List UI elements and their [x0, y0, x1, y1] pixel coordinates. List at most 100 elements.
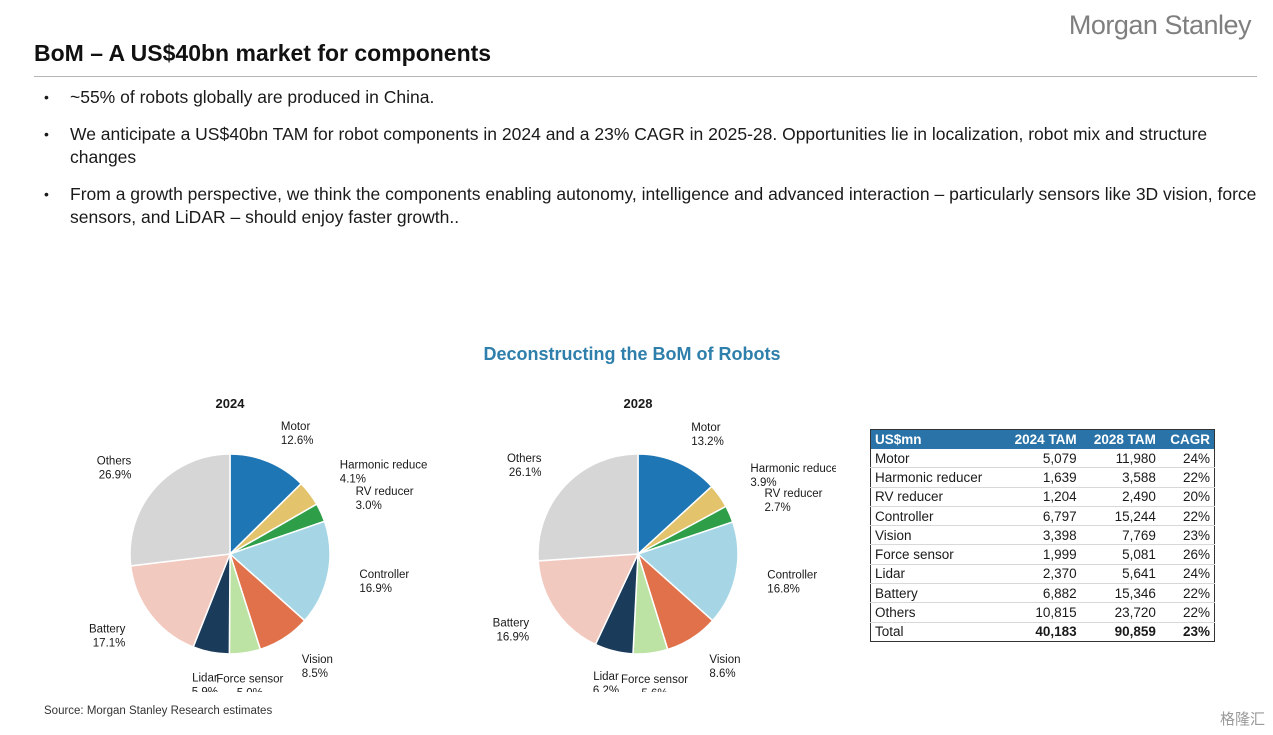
bullet-dot: •: [44, 126, 49, 142]
table-cell: 3,398: [1001, 525, 1081, 546]
pie-label-motor: Motor: [691, 422, 721, 434]
table-cell: Battery: [870, 583, 1002, 604]
pie-label-vision: Vision: [709, 654, 740, 666]
pie-value-force-sensor: 5.6%: [641, 688, 667, 692]
pie-slice-motor: [229, 453, 303, 556]
bullet-item: • ~55% of robots globally are produced in…: [38, 86, 1266, 109]
pie-slice-motor: [637, 453, 713, 556]
source-note: Source: Morgan Stanley Research estimate…: [44, 705, 273, 717]
table-row: Lidar 2,370 5,641 24%: [870, 564, 1215, 585]
table-row: Force sensor 1,999 5,081 26%: [870, 544, 1215, 565]
pie-value-lidar: 5.9%: [192, 687, 218, 692]
table-cell: 40,183: [1001, 621, 1081, 642]
bullet-list: • ~55% of robots globally are produced in…: [38, 86, 1266, 243]
pie-chart-2028: 2028 Motor 13.2% Harmonic reducer 3.9%RV red…: [493, 396, 836, 692]
pie-value-battery: 16.9%: [496, 632, 529, 644]
table-cell: 22%: [1159, 467, 1215, 488]
pie-slice-others: [537, 453, 639, 562]
pie-label-others: Others: [97, 455, 132, 467]
table-cell: 26%: [1159, 544, 1215, 565]
pie-value-controller: 16.9%: [359, 583, 392, 595]
pie-label-harmonic-reducer: Harmonic reducer: [750, 463, 836, 475]
pie-label-controller: Controller: [359, 569, 409, 581]
pie-year-label: 2024: [216, 396, 246, 411]
table-cell: Lidar: [870, 564, 1002, 585]
table-cell: 22%: [1159, 583, 1215, 604]
pie-value-harmonic-reducer: 3.9%: [750, 477, 776, 489]
table-cell: Controller: [870, 506, 1002, 527]
pie-slice-controller: [228, 520, 331, 622]
pie-value-battery: 17.1%: [93, 638, 126, 650]
watermark: 格隆汇: [1219, 711, 1265, 728]
pie-value-controller: 16.8%: [767, 583, 800, 595]
table-cell: 20%: [1159, 487, 1215, 507]
bullet-text: From a growth perspective, we think the …: [70, 184, 1257, 227]
pie-value-lidar: 6.2%: [593, 685, 619, 692]
pie-label-battery: Battery: [89, 624, 126, 636]
table-row: Others 10,815 23,720 22%: [870, 602, 1215, 623]
table-cell: Harmonic reducer: [870, 467, 1002, 488]
table-cell: 7,769: [1080, 525, 1160, 546]
pie-year-label: 2028: [624, 396, 653, 411]
table-cell: 22%: [1159, 602, 1215, 623]
pie-label-vision: Vision: [302, 654, 333, 666]
pie-value-vision: 8.6%: [709, 668, 735, 680]
pie-label-rv-reducer: RV reducer: [356, 486, 414, 498]
table-cell: 5,641: [1080, 564, 1160, 585]
pie-value-force-sensor: 5.0%: [237, 688, 263, 693]
pie-label-harmonic-reducer: Harmonic reduce: [340, 460, 428, 472]
table-row: Harmonic reducer 1,639 3,588 22%: [870, 467, 1215, 488]
table-cell: 2,490: [1080, 487, 1160, 507]
table-cell: 90,859: [1080, 621, 1160, 642]
pie-value-rv-reducer: 2.7%: [765, 502, 791, 514]
table-cell: 11,980: [1080, 449, 1160, 469]
pie-label-force-sensor: Force sensor: [216, 674, 283, 686]
table-cell: 1,639: [1001, 467, 1081, 488]
bullet-item: • From a growth perspective, we think the…: [38, 183, 1266, 229]
bullet-text: ~55% of robots globally are produced in …: [70, 87, 435, 107]
pie-label-force-sensor: Force sensor: [621, 674, 688, 686]
table-cell: 1,204: [1001, 487, 1081, 507]
bullet-item: • We anticipate a US$40bn TAM for robot c…: [38, 123, 1266, 169]
table-cell: Others: [870, 602, 1002, 623]
pie-value-vision: 8.5%: [302, 668, 328, 680]
pie-value-rv-reducer: 3.0%: [356, 500, 382, 512]
table-cell: 6,882: [1001, 583, 1081, 604]
table-cell: 24%: [1159, 564, 1215, 585]
table-cell: 1,999: [1001, 544, 1081, 565]
pie-label-battery: Battery: [493, 618, 530, 630]
table-cell: Motor: [870, 449, 1002, 469]
table-cell: Force sensor: [870, 544, 1002, 565]
pie-chart-2024: 2024 Motor 12.6% Harmonic reduce 4.1%RV redu…: [89, 396, 428, 693]
table-cell: 6,797: [1001, 506, 1081, 527]
chart-title: Deconstructing the BoM of Robots: [483, 344, 781, 364]
table-cell: RV reducer: [870, 487, 1002, 507]
table-cell: 2,370: [1001, 564, 1081, 585]
table-cell: 5,081: [1080, 544, 1160, 565]
table-row: Vision 3,398 7,769 23%: [870, 525, 1215, 546]
table-header-cell: CAGR: [1159, 429, 1215, 449]
pie-value-motor: 13.2%: [691, 436, 724, 448]
pie-value-harmonic-reducer: 4.1%: [340, 474, 366, 486]
tam-table: US$mn 2024 TAM 2028 TAM CAGR Motor 5,079 1…: [870, 429, 1215, 642]
pie-label-others: Others: [507, 453, 542, 465]
pie-label-lidar: Lidar: [192, 673, 218, 685]
pie-label-lidar: Lidar: [593, 671, 619, 683]
title-divider: [34, 76, 1257, 77]
table-header-cell: 2028 TAM: [1080, 429, 1160, 449]
table-header-cell: 2024 TAM: [1001, 429, 1081, 449]
brand-logo: Morgan Stanley: [1068, 10, 1252, 40]
table-cell: 5,079: [1001, 449, 1081, 469]
table-cell: 23%: [1159, 621, 1215, 642]
table-row: Controller 6,797 15,244 22%: [870, 506, 1215, 527]
pie-slice-battery: [129, 553, 232, 648]
bullet-dot: •: [44, 89, 49, 105]
table-row: RV reducer 1,204 2,490 20%: [870, 487, 1215, 507]
bullet-text: We anticipate a US$40bn TAM for robot co…: [70, 124, 1208, 167]
table-cell: 10,815: [1001, 602, 1081, 623]
table-header-row: US$mn 2024 TAM 2028 TAM CAGR: [870, 429, 1215, 449]
table-cell: 22%: [1159, 506, 1215, 527]
pie-label-motor: Motor: [281, 421, 311, 433]
table-header-cell: US$mn: [870, 429, 1002, 449]
table-cell: Total: [870, 621, 1002, 642]
